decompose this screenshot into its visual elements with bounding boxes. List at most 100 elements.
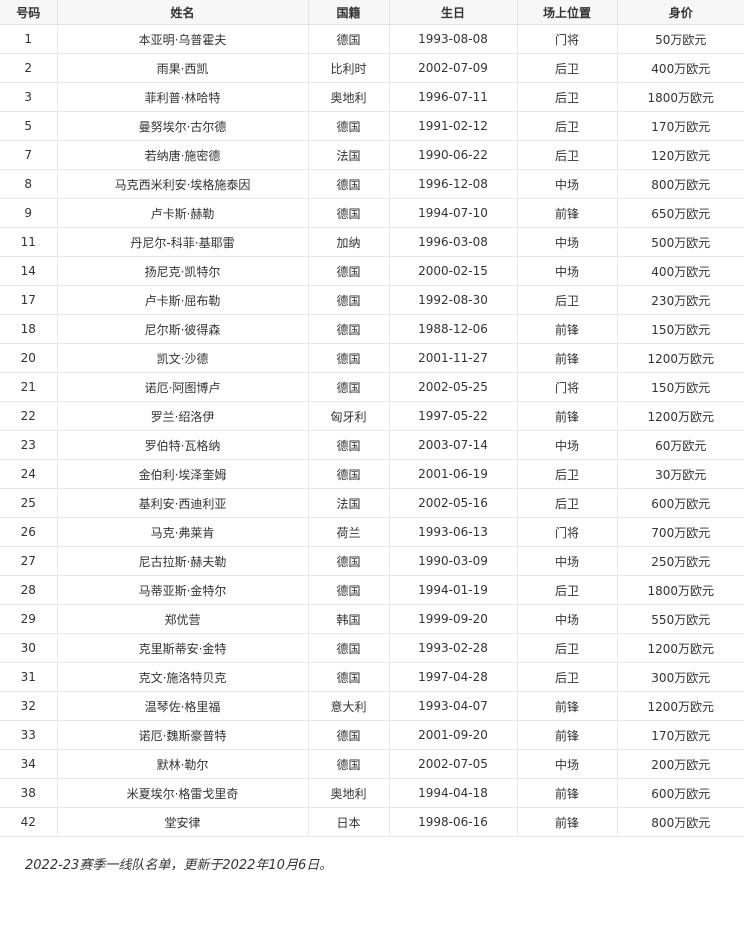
cell-birthday: 1993-04-07 — [389, 691, 518, 721]
cell-name: 丹尼尔-科菲·基耶雷 — [57, 227, 309, 257]
cell-market-value: 30万欧元 — [617, 459, 744, 489]
cell-name: 克里斯蒂安·金特 — [57, 633, 309, 663]
cell-market-value: 400万欧元 — [617, 53, 744, 83]
cell-name: 卢卡斯·赫勒 — [57, 198, 309, 228]
cell-birthday: 2001-06-19 — [389, 459, 518, 489]
cell-number: 3 — [0, 82, 58, 112]
cell-nationality: 奥地利 — [308, 82, 390, 112]
table-row: 28 马蒂亚斯·金特尔 德国 1994-01-19 后卫 1800万欧元 — [0, 575, 744, 605]
table-row: 18 尼尔斯·彼得森 德国 1988-12-06 前锋 150万欧元 — [0, 314, 744, 344]
cell-position: 中场 — [517, 430, 618, 460]
cell-position: 前锋 — [517, 691, 618, 721]
table-row: 38 米夏埃尔·格雷戈里奇 奥地利 1994-04-18 前锋 600万欧元 — [0, 778, 744, 808]
cell-nationality: 法国 — [308, 140, 390, 170]
column-header-birthday: 生日 — [389, 0, 518, 25]
table-row: 30 克里斯蒂安·金特 德国 1993-02-28 后卫 1200万欧元 — [0, 633, 744, 663]
cell-name: 金伯利·埃泽奎姆 — [57, 459, 309, 489]
cell-position: 前锋 — [517, 401, 618, 431]
cell-name: 卢卡斯·屈布勒 — [57, 285, 309, 315]
cell-number: 1 — [0, 24, 58, 54]
cell-market-value: 600万欧元 — [617, 488, 744, 518]
cell-position: 门将 — [517, 372, 618, 402]
cell-number: 32 — [0, 691, 58, 721]
cell-birthday: 1994-01-19 — [389, 575, 518, 605]
cell-nationality: 德国 — [308, 111, 390, 141]
cell-nationality: 意大利 — [308, 691, 390, 721]
cell-position: 中场 — [517, 227, 618, 257]
cell-market-value: 170万欧元 — [617, 720, 744, 750]
cell-position: 前锋 — [517, 778, 618, 808]
cell-nationality: 奥地利 — [308, 778, 390, 808]
cell-birthday: 2001-11-27 — [389, 343, 518, 373]
table-row: 5 曼努埃尔·古尔德 德国 1991-02-12 后卫 170万欧元 — [0, 111, 744, 141]
cell-market-value: 60万欧元 — [617, 430, 744, 460]
cell-name: 基利安·西迪利亚 — [57, 488, 309, 518]
cell-nationality: 德国 — [308, 314, 390, 344]
cell-name: 菲利普·林哈特 — [57, 82, 309, 112]
cell-birthday: 1998-06-16 — [389, 807, 518, 837]
cell-nationality: 德国 — [308, 575, 390, 605]
cell-nationality: 德国 — [308, 662, 390, 692]
cell-market-value: 1800万欧元 — [617, 82, 744, 112]
cell-name: 若纳唐·施密德 — [57, 140, 309, 170]
table-row: 24 金伯利·埃泽奎姆 德国 2001-06-19 后卫 30万欧元 — [0, 459, 744, 489]
table-row: 9 卢卡斯·赫勒 德国 1994-07-10 前锋 650万欧元 — [0, 198, 744, 228]
cell-number: 23 — [0, 430, 58, 460]
table-row: 22 罗兰·绍洛伊 匈牙利 1997-05-22 前锋 1200万欧元 — [0, 401, 744, 431]
cell-birthday: 1997-04-28 — [389, 662, 518, 692]
cell-position: 前锋 — [517, 198, 618, 228]
cell-number: 25 — [0, 488, 58, 518]
cell-market-value: 800万欧元 — [617, 807, 744, 837]
table-row: 21 诺厄·阿图博卢 德国 2002-05-25 门将 150万欧元 — [0, 372, 744, 402]
cell-birthday: 2003-07-14 — [389, 430, 518, 460]
cell-birthday: 2002-05-16 — [389, 488, 518, 518]
table-row: 2 雨果·西凯 比利时 2002-07-09 后卫 400万欧元 — [0, 53, 744, 83]
table-row: 20 凯文·沙德 德国 2001-11-27 前锋 1200万欧元 — [0, 343, 744, 373]
cell-market-value: 1200万欧元 — [617, 633, 744, 663]
table-row: 23 罗伯特·瓦格纳 德国 2003-07-14 中场 60万欧元 — [0, 430, 744, 460]
table-row: 31 克文·施洛特贝克 德国 1997-04-28 后卫 300万欧元 — [0, 662, 744, 692]
cell-nationality: 德国 — [308, 285, 390, 315]
cell-number: 2 — [0, 53, 58, 83]
cell-nationality: 德国 — [308, 546, 390, 576]
cell-birthday: 2002-07-09 — [389, 53, 518, 83]
cell-name: 雨果·西凯 — [57, 53, 309, 83]
cell-name: 米夏埃尔·格雷戈里奇 — [57, 778, 309, 808]
cell-name: 克文·施洛特贝克 — [57, 662, 309, 692]
cell-birthday: 1996-03-08 — [389, 227, 518, 257]
cell-number: 21 — [0, 372, 58, 402]
cell-number: 5 — [0, 111, 58, 141]
column-header-number: 号码 — [0, 0, 58, 25]
cell-name: 堂安律 — [57, 807, 309, 837]
cell-birthday: 1993-02-28 — [389, 633, 518, 663]
cell-name: 曼努埃尔·古尔德 — [57, 111, 309, 141]
cell-market-value: 1200万欧元 — [617, 401, 744, 431]
cell-market-value: 120万欧元 — [617, 140, 744, 170]
cell-number: 9 — [0, 198, 58, 228]
cell-birthday: 1999-09-20 — [389, 604, 518, 634]
cell-nationality: 法国 — [308, 488, 390, 518]
table-row: 1 本亚明·乌普霍夫 德国 1993-08-08 门将 50万欧元 — [0, 24, 744, 54]
cell-name: 扬尼克·凯特尔 — [57, 256, 309, 286]
cell-nationality: 日本 — [308, 807, 390, 837]
cell-birthday: 1991-02-12 — [389, 111, 518, 141]
cell-nationality: 德国 — [308, 749, 390, 779]
cell-nationality: 德国 — [308, 343, 390, 373]
table-row: 3 菲利普·林哈特 奥地利 1996-07-11 后卫 1800万欧元 — [0, 82, 744, 112]
table-row: 17 卢卡斯·屈布勒 德国 1992-08-30 后卫 230万欧元 — [0, 285, 744, 315]
table-row: 42 堂安律 日本 1998-06-16 前锋 800万欧元 — [0, 807, 744, 837]
cell-market-value: 650万欧元 — [617, 198, 744, 228]
cell-position: 门将 — [517, 517, 618, 547]
cell-number: 31 — [0, 662, 58, 692]
cell-market-value: 1200万欧元 — [617, 691, 744, 721]
cell-number: 28 — [0, 575, 58, 605]
cell-birthday: 1992-08-30 — [389, 285, 518, 315]
column-header-name: 姓名 — [57, 0, 309, 25]
table-row: 8 马克西米利安·埃格施泰因 德国 1996-12-08 中场 800万欧元 — [0, 169, 744, 199]
cell-name: 罗伯特·瓦格纳 — [57, 430, 309, 460]
table-row: 7 若纳唐·施密德 法国 1990-06-22 后卫 120万欧元 — [0, 140, 744, 170]
cell-position: 中场 — [517, 546, 618, 576]
cell-name: 马克西米利安·埃格施泰因 — [57, 169, 309, 199]
cell-position: 中场 — [517, 256, 618, 286]
cell-number: 20 — [0, 343, 58, 373]
